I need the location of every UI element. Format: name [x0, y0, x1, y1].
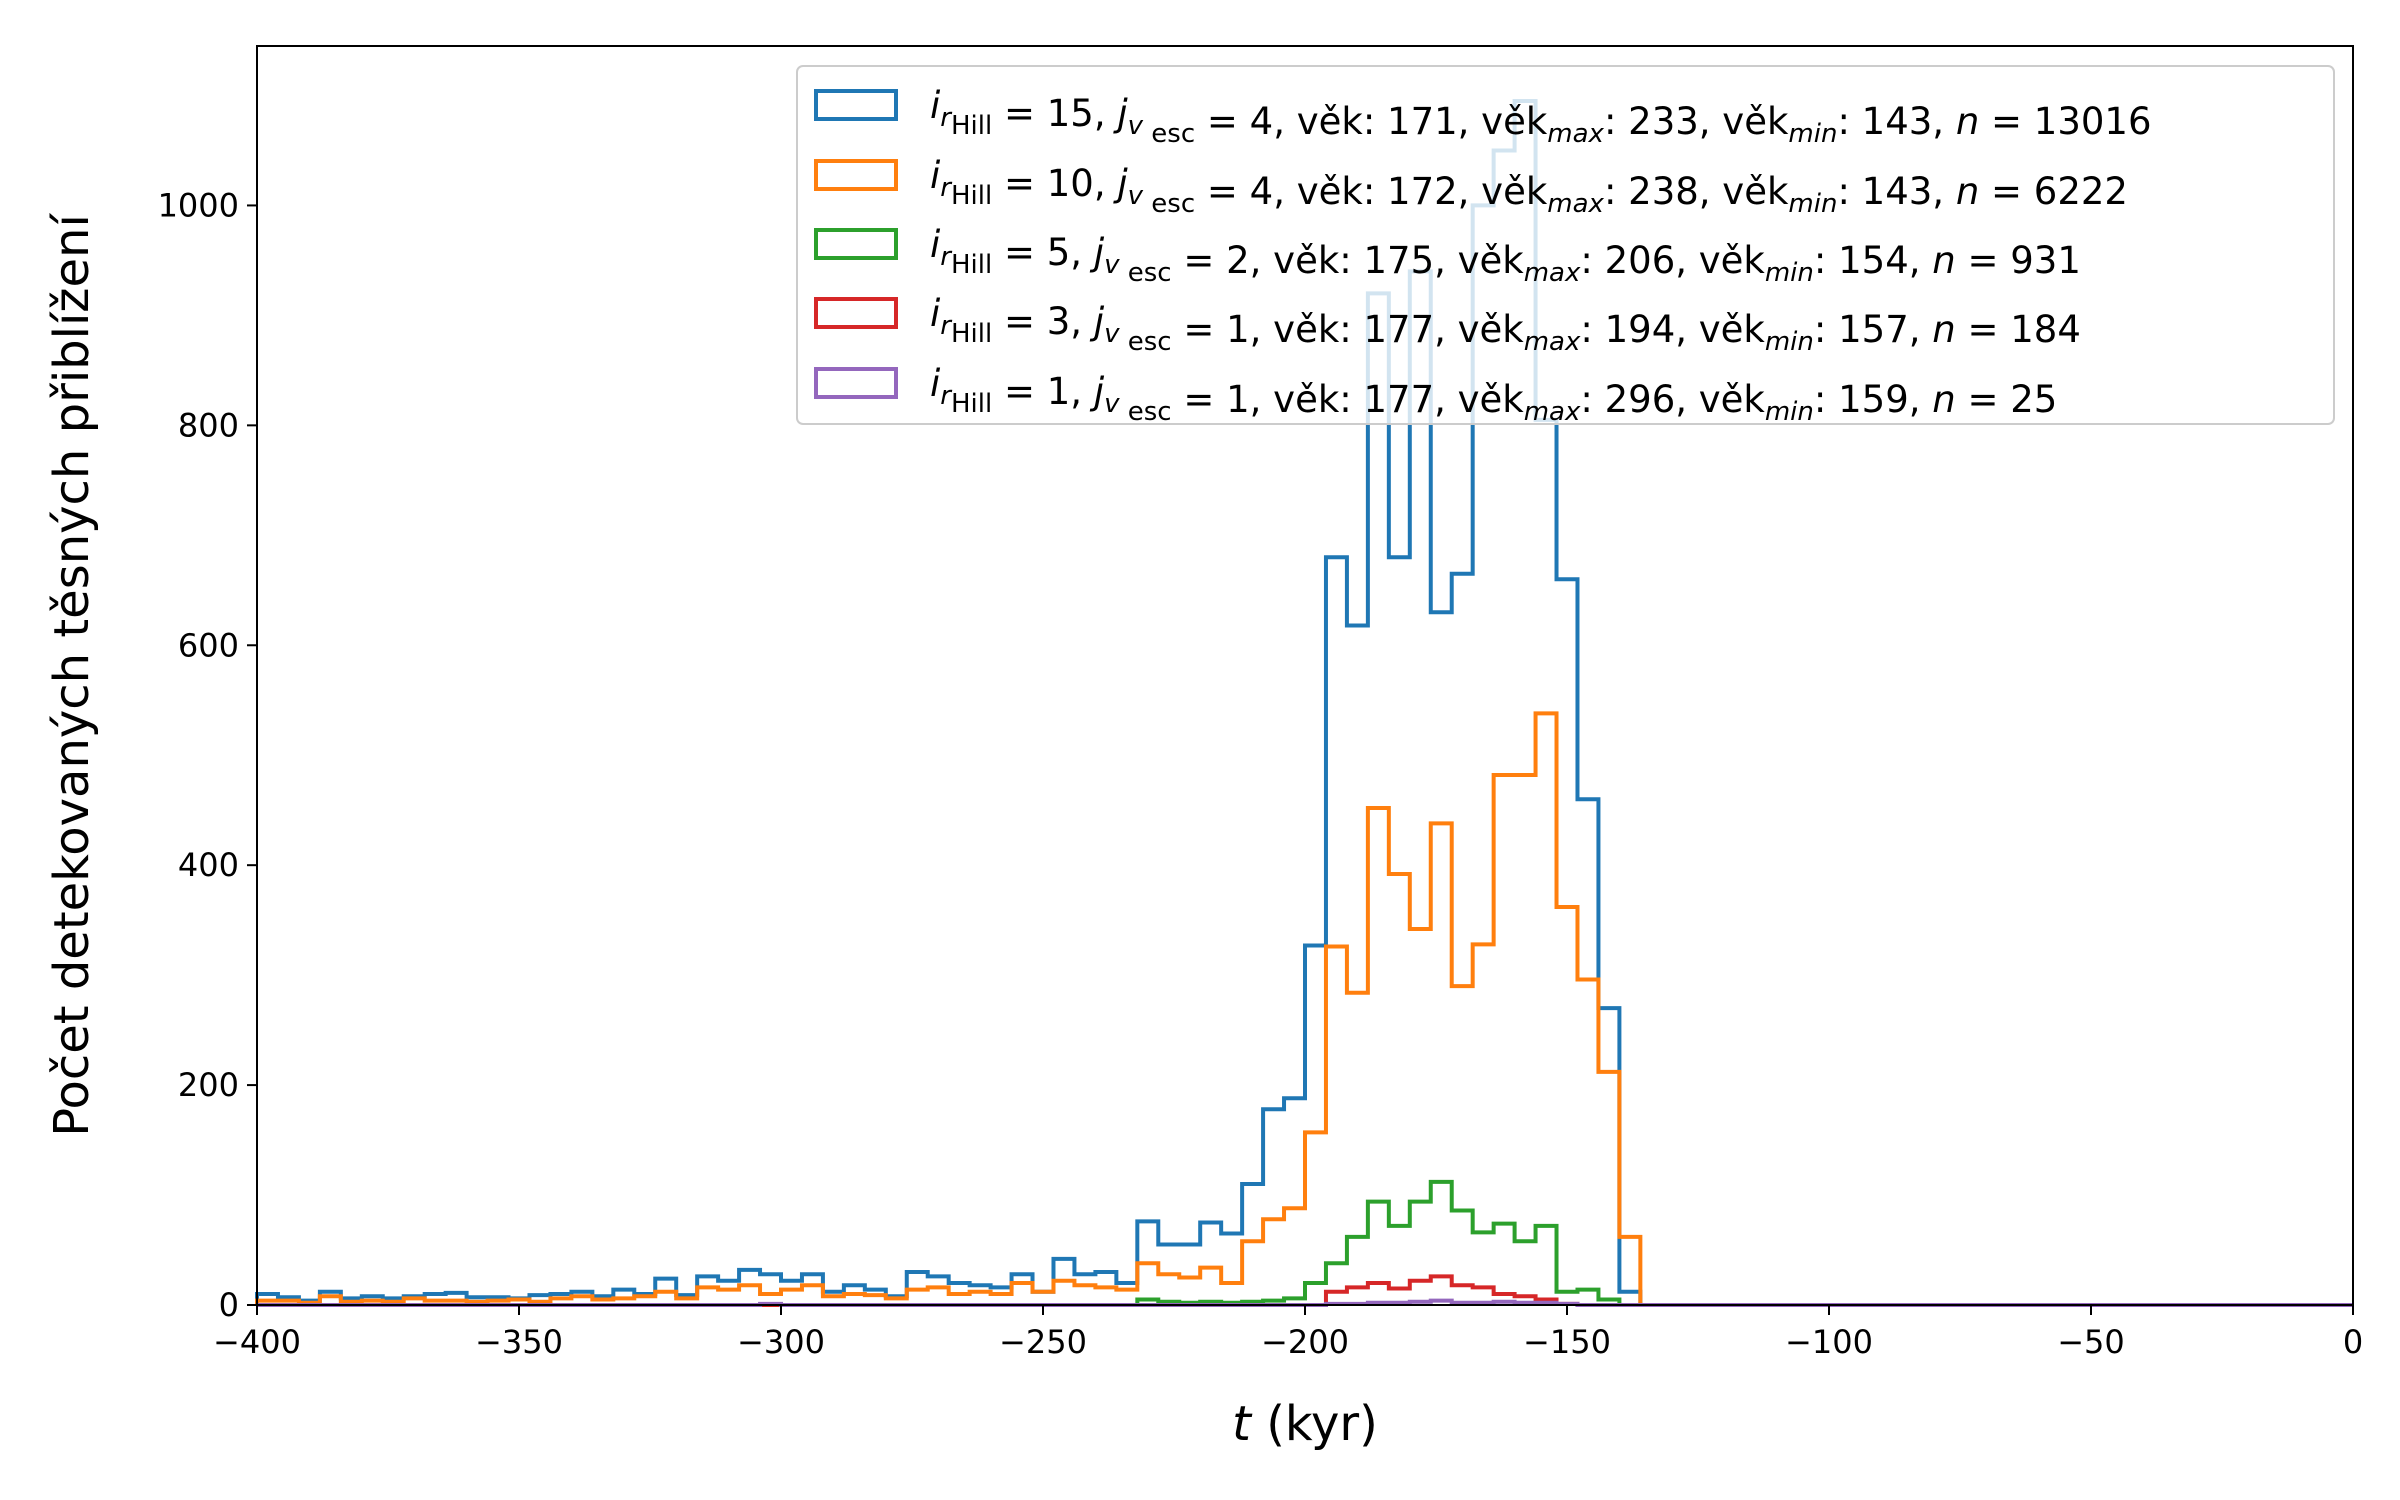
x-axis-label: t (kyr) — [1232, 1396, 1378, 1452]
y-tick-label: 400 — [178, 846, 239, 884]
legend-entry: irHill = 5, jv esc = 2, věk: 175, věkmax… — [930, 223, 2081, 288]
legend-frame — [796, 65, 2335, 425]
y-tick-label: 600 — [178, 626, 239, 664]
legend-entry: irHill = 15, jv esc = 4, věk: 171, věkma… — [930, 84, 2152, 149]
x-tick-label: 0 — [2343, 1323, 2363, 1361]
y-axis-label: Počet detekovaných těsných přiblížení — [44, 213, 100, 1137]
x-tick-label: −350 — [475, 1323, 563, 1361]
legend: irHill = 15, jv esc = 4, věk: 171, věkma… — [796, 65, 2335, 427]
y-tick-label: 1000 — [158, 186, 239, 224]
y-tick-label: 200 — [178, 1066, 239, 1104]
x-tick-label: −250 — [999, 1323, 1087, 1361]
x-tick-label: −300 — [737, 1323, 825, 1361]
legend-entry: irHill = 3, jv esc = 1, věk: 177, věkmax… — [930, 292, 2081, 357]
x-tick-label: −150 — [1523, 1323, 1611, 1361]
legend-entry: irHill = 10, jv esc = 4, věk: 172, věkma… — [930, 154, 2128, 219]
x-tick-label: −100 — [1785, 1323, 1873, 1361]
legend-swatch — [814, 367, 898, 399]
legend-swatch — [814, 297, 898, 329]
x-tick-label: −400 — [213, 1323, 301, 1361]
x-axis: −400 −350 −300 −250 −200 −150 −100 −50 0 — [213, 1305, 2363, 1361]
legend-entry: irHill = 1, jv esc = 1, věk: 177, věkmax… — [930, 362, 2057, 427]
y-axis: 0 200 400 600 800 1000 — [158, 186, 257, 1324]
x-tick-label: −50 — [2057, 1323, 2125, 1361]
y-tick-label: 0 — [219, 1286, 239, 1324]
legend-swatch — [814, 159, 898, 191]
x-tick-label: −200 — [1261, 1323, 1349, 1361]
legend-swatch — [814, 228, 898, 260]
y-tick-label: 800 — [178, 406, 239, 444]
legend-swatch — [814, 89, 898, 121]
